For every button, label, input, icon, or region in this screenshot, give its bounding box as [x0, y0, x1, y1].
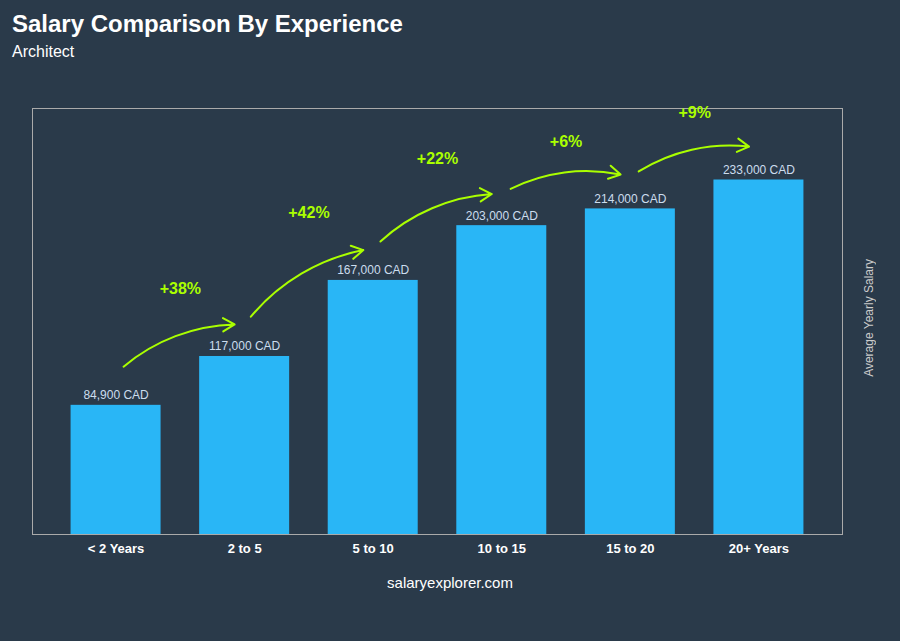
svg-text:+42%: +42% — [288, 204, 329, 221]
svg-text:5 to 10: 5 to 10 — [353, 541, 394, 556]
svg-text:+38%: +38% — [160, 280, 201, 297]
html-text:Average Yearly Salary: Average Yearly Salary — [862, 259, 876, 377]
html-text:salaryexplorer.com: salaryexplorer.com — [387, 574, 513, 591]
svg-text:15 to 20: 15 to 20 — [606, 541, 654, 556]
svg-text:214,000 CAD: 214,000 CAD — [594, 192, 666, 206]
svg-text:203,000 CAD: 203,000 CAD — [466, 209, 538, 223]
svg-text:20+ Years: 20+ Years — [729, 541, 789, 556]
svg-text:+22%: +22% — [417, 150, 458, 167]
svg-text:233,000 CAD: 233,000 CAD — [723, 163, 795, 177]
html-text:Salary Comparison By Experienc: Salary Comparison By Experience — [12, 10, 403, 37]
svg-text:84,900 CAD: 84,900 CAD — [83, 388, 149, 402]
svg-text:+6%: +6% — [550, 133, 582, 150]
svg-text:2 to 5: 2 to 5 — [228, 541, 262, 556]
svg-text:< 2 Years: < 2 Years — [88, 541, 145, 556]
svg-text:117,000 CAD: 117,000 CAD — [209, 339, 280, 353]
html-text:Architect: Architect — [12, 43, 75, 60]
svg-text:10 to 15: 10 to 15 — [478, 541, 526, 556]
svg-text:167,000 CAD: 167,000 CAD — [337, 263, 409, 277]
svg-text:+9%: +9% — [678, 104, 710, 121]
